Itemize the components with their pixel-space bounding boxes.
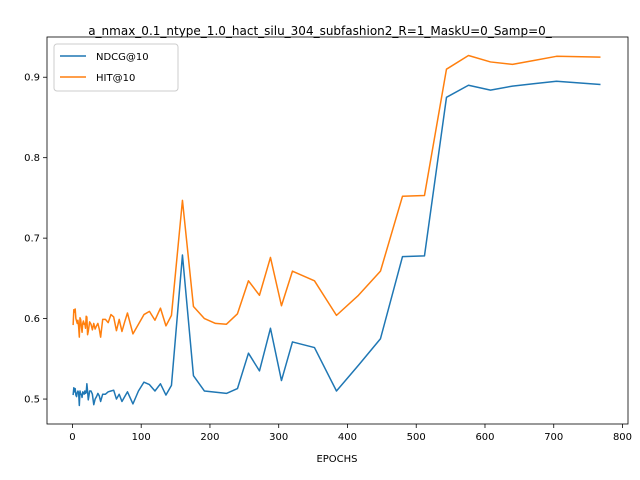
x-tick-label: 400 bbox=[338, 432, 357, 443]
series-layer bbox=[72, 54, 601, 407]
x-tick-label: 100 bbox=[132, 432, 151, 443]
legend-label-ndcg: NDCG@10 bbox=[96, 52, 149, 63]
y-tick-label: 0.6 bbox=[24, 314, 40, 325]
legend: NDCG@10 HIT@10 bbox=[53, 43, 179, 92]
x-tick-label: 500 bbox=[407, 432, 426, 443]
plot-frame bbox=[46, 36, 629, 425]
x-axis-ticks: 0 100 200 300 400 500 600 700 800 bbox=[69, 424, 632, 443]
y-tick-label: 0.5 bbox=[24, 395, 40, 406]
x-tick-label: 600 bbox=[475, 432, 494, 443]
x-tick-label: 300 bbox=[269, 432, 288, 443]
x-tick-label: 0 bbox=[69, 432, 75, 443]
y-tick-label: 0.7 bbox=[24, 234, 40, 245]
x-tick-label: 700 bbox=[544, 432, 563, 443]
y-tick-label: 0.9 bbox=[24, 73, 40, 84]
series-line-ndcg bbox=[72, 80, 601, 407]
plot-area bbox=[72, 54, 601, 407]
x-axis-title: EPOCHS bbox=[316, 454, 357, 465]
series-line-hit bbox=[72, 54, 601, 338]
x-tick-label: 800 bbox=[613, 432, 632, 443]
y-axis-ticks: 0.5 0.6 0.7 0.8 0.9 bbox=[24, 73, 47, 406]
x-tick-label: 200 bbox=[200, 432, 219, 443]
legend-label-hit: HIT@10 bbox=[96, 73, 135, 84]
y-tick-label: 0.8 bbox=[24, 153, 40, 164]
chart-title: a_nmax_0.1_ntype_1.0_hact_silu_304_subfa… bbox=[88, 24, 553, 38]
